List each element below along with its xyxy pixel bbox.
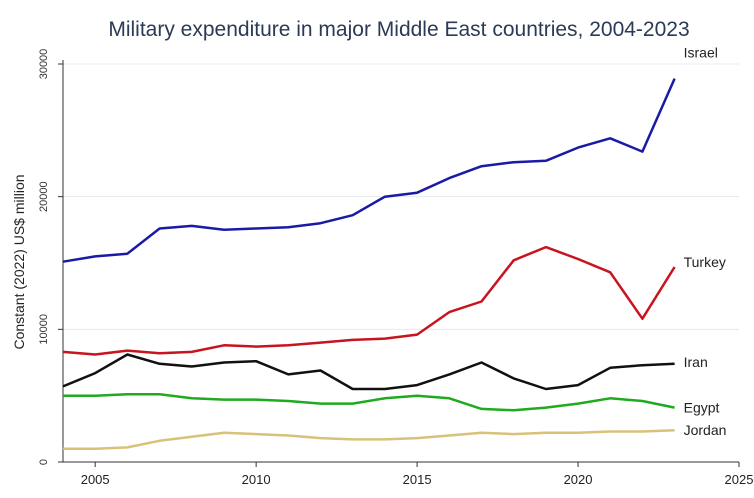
series-line-jordan [63,428,675,450]
x-tick-label: 2015 [403,472,432,487]
x-tick-label: 2010 [242,472,271,487]
x-tick-label: 2025 [725,472,754,487]
series-line-israel [62,78,676,263]
y-tick-label: 10000 [38,314,50,345]
series-label-iran: Iran [684,354,708,370]
series-label-turkey: Turkey [684,254,726,270]
plot-area: 0 10000 20000 30000 2005 2010 2015 2020 2025 Isra… [38,45,753,487]
y-tick-label: 30000 [38,49,50,80]
y-tick-label: 0 [38,459,50,465]
series-label-egypt: Egypt [684,400,720,416]
series-label-jordan: Jordan [684,422,727,438]
x-tick-label: 2005 [81,472,110,487]
y-axis-label: Constant (2022) US$ million [11,174,27,349]
series-label-israel: Israel [684,45,718,61]
y-tick-label: 20000 [38,181,50,212]
series-line-turkey [62,245,676,356]
chart-title: Military expenditure in major Middle Eas… [108,18,689,41]
series-line-egypt [63,393,675,412]
series-line-iran [62,353,675,391]
x-tick-label: 2020 [564,472,593,487]
